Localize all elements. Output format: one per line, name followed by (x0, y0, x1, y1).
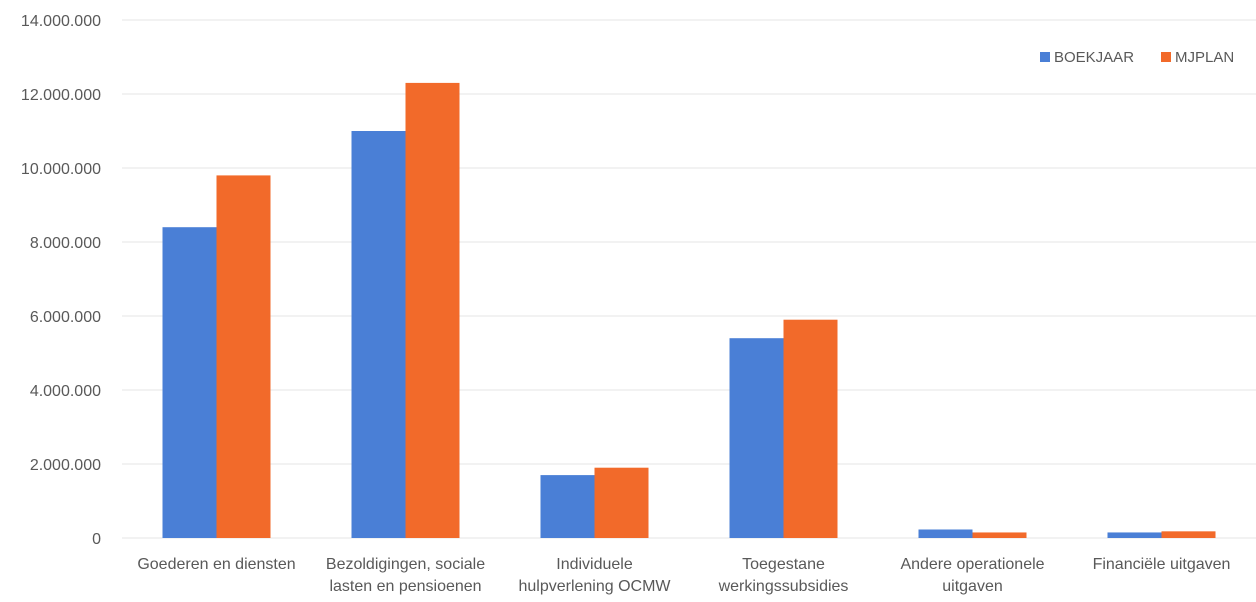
bars (162, 82, 1216, 539)
x-tick-label: Individuele hulpverlening OCMW (518, 556, 671, 595)
bar-boekjaar (351, 131, 406, 538)
bar-mjplan (216, 175, 271, 538)
bar-mjplan (594, 467, 649, 538)
y-axis-ticks: 0 2.000.000 4.000.000 6.000.000 8.000.000 10.… (21, 13, 101, 548)
bar-boekjaar (918, 529, 973, 538)
legend-label-mjplan: MJPLAN (1175, 49, 1234, 66)
x-tick-label: Toegestane werkingssubsidies (718, 556, 849, 595)
bar-mjplan (783, 319, 838, 538)
x-tick-label: Goederen en diensten (137, 556, 295, 573)
y-tick-label: 6.000.000 (30, 309, 101, 326)
gridlines (122, 19, 1256, 539)
y-tick-label: 12.000.000 (21, 87, 101, 104)
y-tick-label: 4.000.000 (30, 383, 101, 400)
x-tick-label: Bezoldigingen, sociale lasten en pensioen… (326, 556, 485, 595)
x-axis-ticks: Goederen en diensten Bezoldigingen, socia… (137, 556, 1230, 595)
legend-label-boekjaar: BOEKJAAR (1054, 49, 1134, 66)
bar-mjplan (972, 532, 1027, 538)
bar-boekjaar (729, 338, 784, 538)
y-tick-label: 2.000.000 (30, 457, 101, 474)
legend-swatch-mjplan (1161, 52, 1171, 62)
bar-boekjaar (162, 227, 217, 538)
bar-mjplan (1161, 531, 1216, 538)
y-tick-label: 14.000.000 (21, 13, 101, 30)
legend: BOEKJAAR MJPLAN (1040, 49, 1234, 66)
y-tick-label: 10.000.000 (21, 161, 101, 178)
legend-swatch-boekjaar (1040, 52, 1050, 62)
x-tick-label: Andere operationele uitgaven (900, 556, 1044, 595)
x-tick-label: Financiële uitgaven (1093, 556, 1231, 573)
bar-boekjaar (540, 475, 595, 538)
y-tick-label: 8.000.000 (30, 235, 101, 252)
y-tick-label: 0 (92, 531, 101, 548)
bar-boekjaar (1107, 532, 1162, 538)
bar-mjplan (405, 82, 460, 539)
